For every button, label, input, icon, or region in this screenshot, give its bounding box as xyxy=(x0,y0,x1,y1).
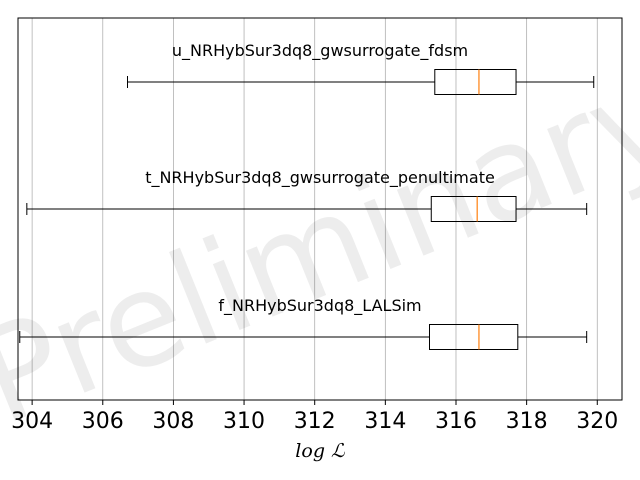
plot-frame xyxy=(17,17,623,401)
x-axis-ticks: 304 306 308 310 312 314 316 318 320 xyxy=(11,400,618,434)
x-tick-label: 306 xyxy=(82,409,124,434)
x-tick-label: 312 xyxy=(294,409,336,434)
series-label: f_NRHybSur3dq8_LALSim xyxy=(218,296,421,316)
watermark-text: Preliminary xyxy=(0,38,640,454)
box-series: f_NRHybSur3dq8_LALSim xyxy=(19,296,588,350)
x-tick-label: 318 xyxy=(506,409,548,434)
x-tick-label: 304 xyxy=(11,409,53,434)
x-axis-label: log ℒ xyxy=(295,440,346,462)
box-group: u_NRHybSur3dq8_gwsurrogate_fdsm t_NRHybSu… xyxy=(19,41,595,350)
x-tick-label: 320 xyxy=(576,409,618,434)
iqr-box xyxy=(430,196,517,222)
x-tick-label: 310 xyxy=(223,409,265,434)
x-tick-label: 308 xyxy=(152,409,194,434)
iqr-box xyxy=(428,324,519,350)
series-label: t_NRHybSur3dq8_gwsurrogate_penultimate xyxy=(145,168,495,188)
series-label: u_NRHybSur3dq8_gwsurrogate_fdsm xyxy=(172,41,468,61)
box-series: u_NRHybSur3dq8_gwsurrogate_fdsm xyxy=(126,41,595,95)
box-series: t_NRHybSur3dq8_gwsurrogate_penultimate xyxy=(26,168,588,222)
x-tick-label: 316 xyxy=(435,409,477,434)
x-tick-label: 314 xyxy=(364,409,406,434)
iqr-box xyxy=(434,69,517,95)
